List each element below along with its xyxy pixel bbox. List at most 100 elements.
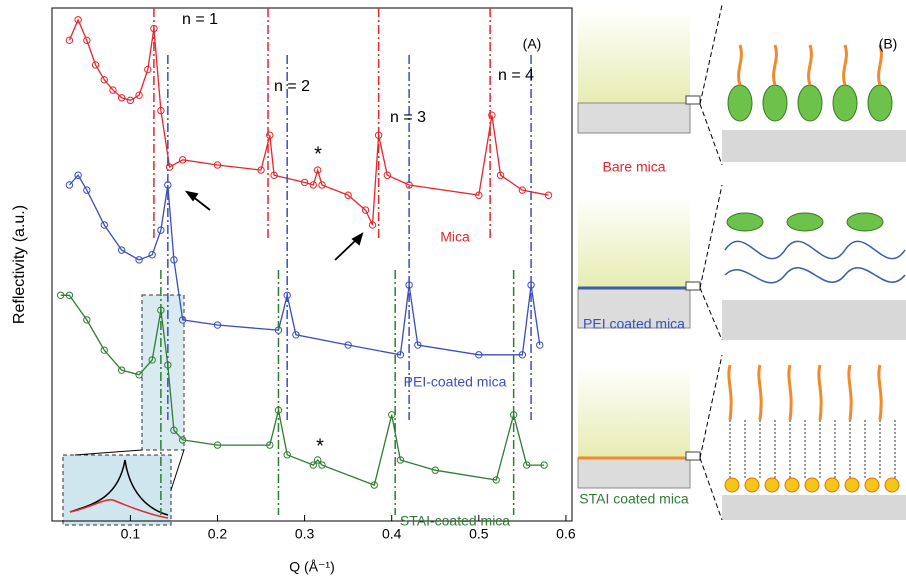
data-point bbox=[57, 291, 65, 299]
data-point bbox=[309, 181, 318, 189]
series-label: STAI-coated mica bbox=[400, 513, 510, 529]
row-label: Bare mica bbox=[602, 159, 665, 175]
data-point bbox=[65, 36, 74, 45]
panel-label: (B) bbox=[879, 36, 898, 52]
data-point bbox=[117, 94, 126, 102]
data-point bbox=[83, 36, 91, 45]
data-point bbox=[135, 91, 143, 99]
data-point bbox=[540, 461, 548, 469]
x-axis-label: Q (Å⁻¹) bbox=[289, 559, 335, 575]
data-point bbox=[344, 191, 352, 199]
x-tick-label: 0.1 bbox=[121, 526, 141, 542]
data-point bbox=[164, 361, 172, 369]
x-tick-label: 0.6 bbox=[556, 526, 576, 542]
data-point bbox=[492, 476, 500, 484]
y-axis-label: Reflectivity (a.u.) bbox=[11, 205, 28, 324]
data-point bbox=[100, 221, 108, 229]
annotation: n = 2 bbox=[274, 78, 310, 95]
data-point bbox=[405, 281, 413, 289]
annotation: n = 3 bbox=[390, 109, 426, 126]
x-tick-label: 0.5 bbox=[469, 526, 489, 542]
panel-b: (B) Bare mica PEI coated mica STAI coate… bbox=[577, 4, 906, 521]
row-pei bbox=[577, 184, 906, 341]
data-point bbox=[431, 466, 439, 474]
annotation: n = 4 bbox=[498, 67, 534, 84]
data-point bbox=[370, 481, 378, 489]
data-point bbox=[135, 371, 143, 379]
x-tick-label: 0.4 bbox=[382, 526, 402, 542]
x-tick-label: 0.2 bbox=[208, 526, 228, 542]
series-label: PEI-coated mica bbox=[404, 374, 507, 390]
data-point bbox=[126, 96, 135, 105]
data-point bbox=[544, 191, 553, 199]
annotation: n = 1 bbox=[182, 11, 218, 28]
annotation: * bbox=[316, 435, 324, 457]
data-point bbox=[475, 351, 483, 359]
data-point bbox=[309, 461, 318, 469]
row-stai bbox=[577, 354, 906, 521]
arrows bbox=[184, 190, 364, 261]
data-point bbox=[178, 156, 187, 164]
data-point bbox=[65, 291, 74, 299]
x-tick-label: 0.3 bbox=[295, 526, 315, 542]
data-point bbox=[213, 441, 222, 449]
data-point bbox=[83, 316, 91, 324]
series-line bbox=[68, 18, 549, 226]
data-point bbox=[536, 341, 544, 349]
row-label: STAI coated mica bbox=[579, 491, 689, 507]
data-point bbox=[344, 341, 352, 349]
data-point bbox=[518, 186, 527, 194]
data-point bbox=[91, 61, 100, 69]
inset bbox=[62, 294, 185, 526]
row-bare bbox=[577, 4, 906, 166]
data-point bbox=[318, 461, 326, 469]
data-point bbox=[257, 166, 265, 174]
data-point bbox=[150, 24, 158, 33]
data-point bbox=[527, 281, 535, 289]
data-point bbox=[157, 306, 165, 314]
data-point bbox=[144, 65, 152, 74]
data-point bbox=[313, 166, 322, 174]
data-point bbox=[65, 181, 74, 189]
data-point bbox=[274, 406, 283, 414]
data-point bbox=[148, 251, 156, 259]
data-point bbox=[283, 451, 291, 459]
panel-label: (A) bbox=[523, 36, 542, 52]
data-point bbox=[170, 256, 178, 264]
data-point bbox=[148, 356, 156, 364]
data-point bbox=[213, 161, 222, 169]
data-point bbox=[396, 351, 405, 359]
data-point bbox=[368, 221, 377, 229]
data-point bbox=[283, 291, 291, 299]
data-point bbox=[117, 366, 126, 374]
data-point bbox=[213, 321, 222, 329]
data-point bbox=[178, 316, 187, 324]
data-point bbox=[270, 171, 278, 179]
data-point bbox=[109, 86, 117, 94]
annotation: * bbox=[314, 143, 322, 165]
data-point bbox=[178, 436, 187, 444]
data-point bbox=[292, 331, 300, 339]
data-point bbox=[396, 456, 405, 464]
data-point bbox=[475, 191, 483, 199]
data-point bbox=[266, 131, 274, 139]
data-point bbox=[496, 171, 505, 179]
data-point bbox=[135, 256, 143, 264]
data-point bbox=[100, 346, 108, 354]
data-point bbox=[361, 206, 370, 214]
data-point bbox=[414, 341, 422, 349]
series-line bbox=[68, 174, 541, 356]
data-point bbox=[266, 441, 274, 449]
data-point bbox=[387, 411, 396, 419]
data-point bbox=[74, 16, 82, 24]
data-point bbox=[164, 181, 172, 189]
data-point bbox=[83, 186, 91, 194]
data-point bbox=[300, 178, 309, 187]
data-point bbox=[383, 171, 392, 179]
data-point bbox=[170, 426, 178, 434]
row-label: PEI coated mica bbox=[583, 316, 685, 332]
data-point bbox=[518, 351, 527, 359]
data-point bbox=[523, 461, 531, 469]
series-label: Mica bbox=[440, 229, 470, 245]
